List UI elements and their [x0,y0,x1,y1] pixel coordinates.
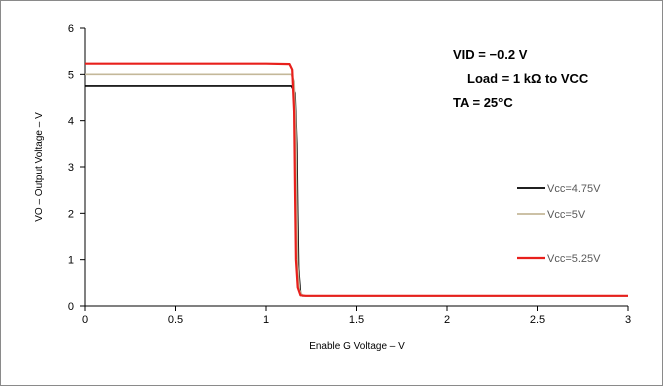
x-tick-label: 0.5 [168,314,183,326]
x-tick-label: 2 [444,314,450,326]
y-tick-label: 0 [68,301,74,313]
tick-labels: 0 0.5 1 1.5 2 2.5 3 0 1 2 3 4 5 6 [68,23,631,326]
x-tick-label: 0 [82,314,88,326]
y-axis-title: VO – Output Voltage – V [34,112,45,222]
legend-label: Vcc=4.75V [547,183,601,195]
annotation-ta: TA = 25°C [453,95,513,110]
y-tick-label: 1 [68,255,74,267]
legend-label: Vcc=5V [547,209,586,221]
y-tick-label: 4 [68,116,74,128]
y-tick-label: 2 [68,208,74,220]
legend-label: Vcc=5.25V [547,253,601,265]
x-tick-label: 1 [263,314,269,326]
x-axis-title: Enable G Voltage – V [309,341,405,352]
annotation-vid: VID = −0.2 V [453,47,528,62]
x-tick-label: 3 [625,314,631,326]
x-tick-label: 1.5 [349,314,364,326]
x-tick-label: 2.5 [530,314,545,326]
y-tick-label: 6 [68,23,74,35]
series-line-3 [85,62,628,297]
y-tick-label: 3 [68,162,74,174]
series-lines [85,62,628,297]
legend: Vcc=4.75V Vcc=5V Vcc=5.25V [517,183,601,265]
y-tick-label: 5 [68,69,74,81]
annotation-load: Load = 1 kΩ to VCC [467,71,589,86]
